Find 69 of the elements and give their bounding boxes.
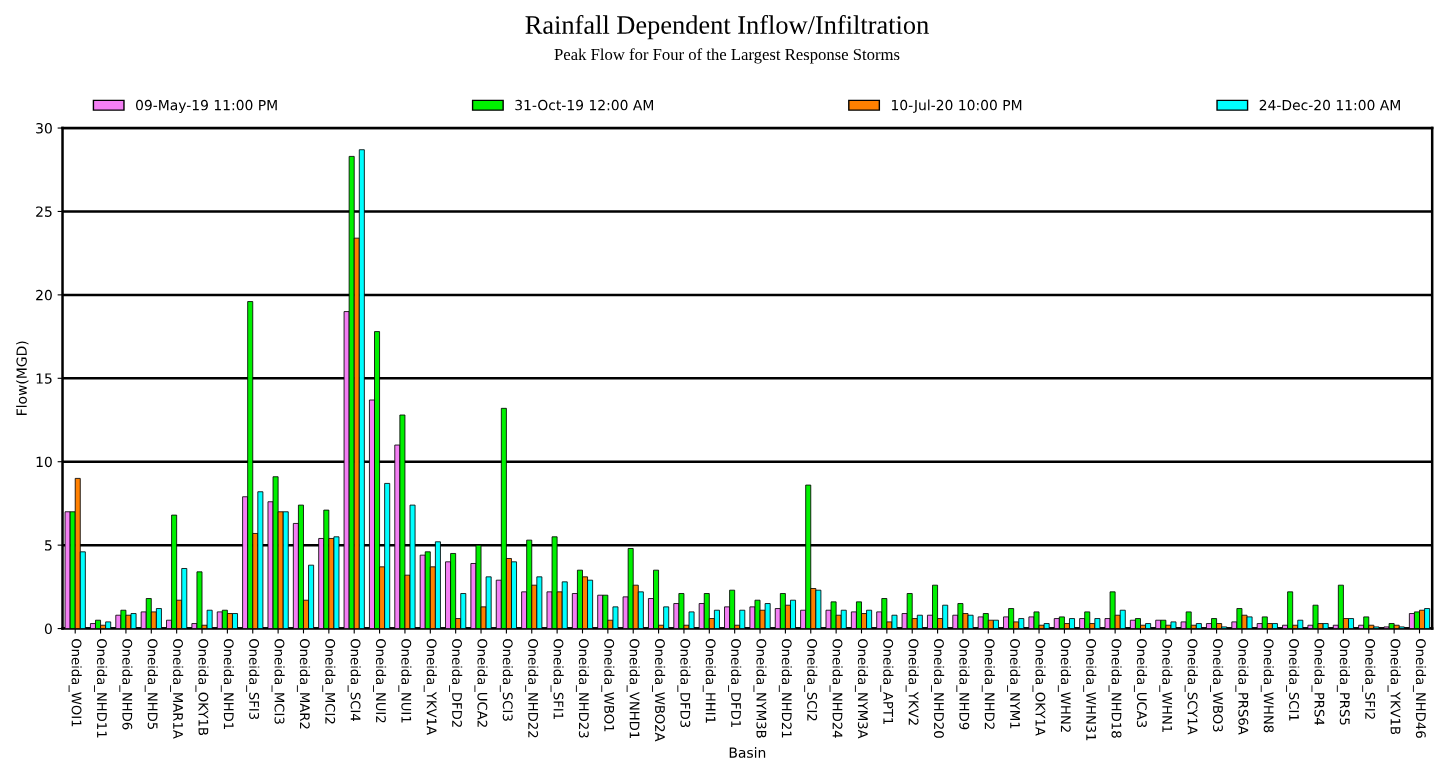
y-tick-label: 25 (36, 206, 52, 217)
y-tick-label: 20 (36, 289, 52, 301)
x-tick-label: Oneida_NHD11 (94, 639, 108, 738)
x-tick-label: Oneida_NHD18 (1108, 639, 1122, 738)
x-tick-label: Oneida_DFD1 (728, 639, 742, 727)
x-tick-label: Oneida_NHD23 (575, 639, 590, 738)
y-tick-label: 30 (36, 123, 52, 134)
x-tick-label: Oneida_NHD1 (220, 639, 234, 729)
x-tick-label: Oneida_MCI2 (322, 639, 336, 724)
x-tick-label: Oneida_NUI2 (373, 639, 387, 723)
x-tick-label: Oneida_NYM3A (854, 639, 869, 739)
x-tick-label: Oneida_DFD3 (677, 639, 691, 728)
x-tick-label: Oneida_NHD46 (1412, 639, 1427, 738)
x-tick-label: Oneida_UCA2 (474, 639, 488, 727)
x-tick-label: Oneida_WOI1 (68, 639, 82, 727)
x-tick-label: Oneida_YKV2 (905, 639, 919, 725)
x-tick-label: Oneida_NHD6 (119, 639, 133, 730)
x-tick-label: Oneida_VNHD1 (626, 639, 640, 739)
legend-label: 24-Dec-20 11:00 AM (1259, 99, 1400, 111)
x-tick-label: Oneida_WHN1 (1159, 639, 1173, 732)
x-tick-label: Oneida_MCI3 (271, 639, 285, 724)
x-tick-label: Oneida_NHD22 (525, 639, 539, 738)
x-tick-label: Oneida_PRS5 (1336, 639, 1350, 725)
x-tick-label: Oneida_SCI2 (804, 639, 818, 721)
x-tick-label: Oneida_SCI3 (499, 639, 513, 721)
x-tick-label: Oneida_NHD21 (778, 639, 792, 738)
x-tick-label: Oneida_MAR2 (296, 639, 311, 729)
x-tick-label: Oneida_PRS4 (1311, 639, 1325, 726)
x-tick-label: Oneida_PRS6A (1235, 639, 1249, 735)
x-tick-label: Oneida_WHN31 (1083, 639, 1097, 741)
x-tick-label: Oneida_SFI3 (246, 639, 260, 720)
x-tick-label: Oneida_NHD9 (956, 639, 970, 730)
x-tick-label: Oneida_SFI1 (550, 639, 564, 719)
y-tick-label: 15 (36, 373, 52, 384)
x-tick-label: Oneida_NUI1 (398, 639, 412, 723)
legend-label: 09-May-19 11:00 PM (136, 99, 277, 114)
y-tick-label: 0 (44, 623, 52, 635)
x-tick-label: Oneida_APT1 (880, 639, 894, 725)
x-tick-label: Oneida_WBO2A (652, 639, 666, 742)
x-tick-label: Oneida_SCY1A (1184, 639, 1198, 735)
x-tick-label: Oneida_WBO1 (601, 639, 615, 732)
x-tick-label: Oneida_NHD2 (981, 639, 995, 729)
x-tick-label: Oneida_YKV1A (423, 639, 437, 735)
chart-title: Rainfall Dependent Inflow/Infiltration (525, 15, 929, 40)
x-tick-label: Oneida_NYM1 (1007, 639, 1021, 729)
x-tick-label: Oneida_WHN2 (1057, 639, 1071, 732)
x-tick-label: Oneida_OKY1A (1032, 639, 1046, 736)
x-tick-label: Oneida_NHD20 (931, 639, 945, 738)
x-tick-label: Oneida_NHD5 (144, 639, 158, 730)
x-tick-label: Oneida_WBO3 (1210, 639, 1224, 732)
y-tick-label: 5 (45, 540, 52, 551)
x-axis-title: Basin (729, 747, 766, 758)
x-tick-label: Oneida_WHN8 (1260, 639, 1274, 733)
x-tick-label: Oneida_MAR1A (170, 639, 184, 739)
x-tick-label: Oneida_SCI1 (1286, 639, 1300, 721)
y-axis-title: Flow(MGD) (16, 341, 29, 415)
x-tick-label: Oneida_UCA3 (1133, 639, 1148, 728)
x-tick-label: Oneida_OKY1B (195, 639, 209, 735)
x-tick-label: Oneida_HHI1 (702, 639, 716, 723)
x-tick-label: Oneida_SFI2 (1362, 639, 1376, 719)
x-tick-label: Oneida_YKV1B (1387, 639, 1401, 735)
chart-subtitle: Peak Flow for Four of the Largest Response Storms (554, 48, 900, 64)
x-tick-label: Oneida_DFD2 (449, 639, 463, 727)
legend-label: 10-Jul-20 10:00 PM (892, 99, 1022, 113)
legend-label: 31-Oct-19 12:00 AM (515, 99, 653, 111)
x-tick-label: Oneida_NYM3B (753, 639, 767, 738)
x-tick-label: Oneida_SCI4 (347, 639, 361, 722)
x-tick-label: Oneida_NHD24 (829, 639, 843, 738)
y-tick-label: 10 (36, 456, 52, 468)
